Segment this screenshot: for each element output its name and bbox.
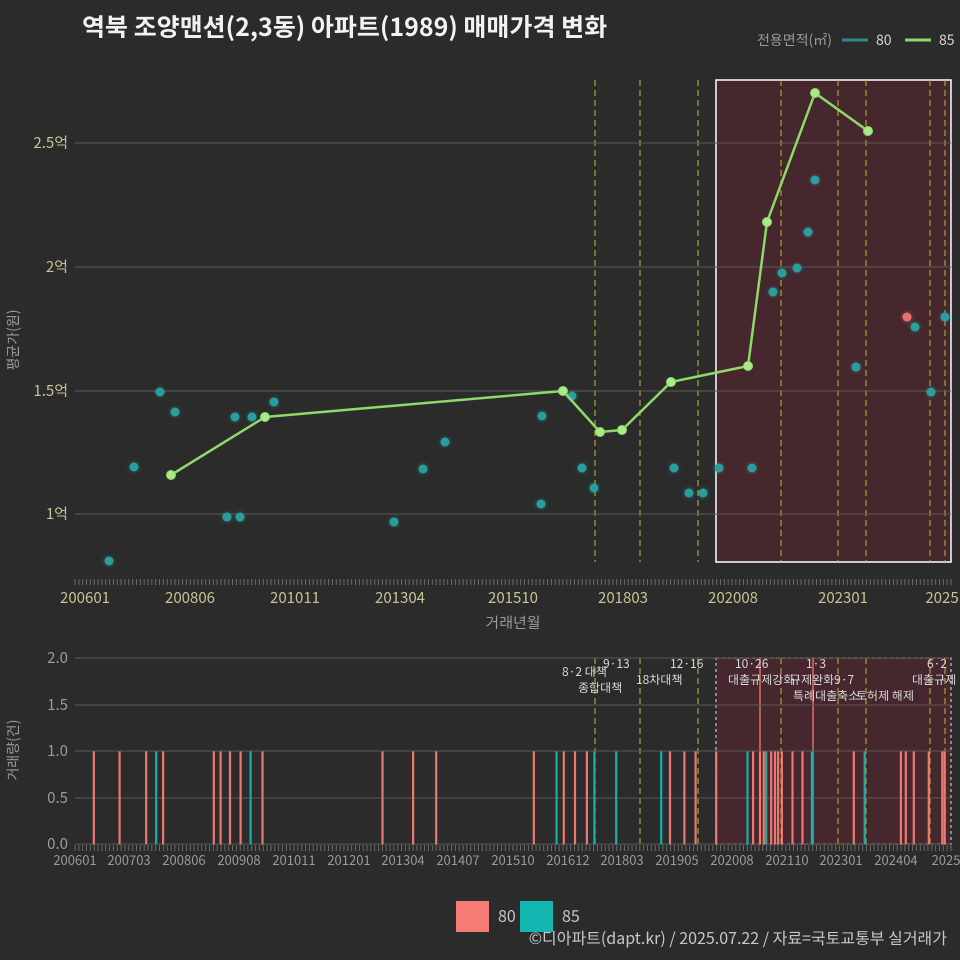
svg-text:80: 80 (498, 903, 516, 927)
svg-text:85: 85 (562, 903, 580, 927)
